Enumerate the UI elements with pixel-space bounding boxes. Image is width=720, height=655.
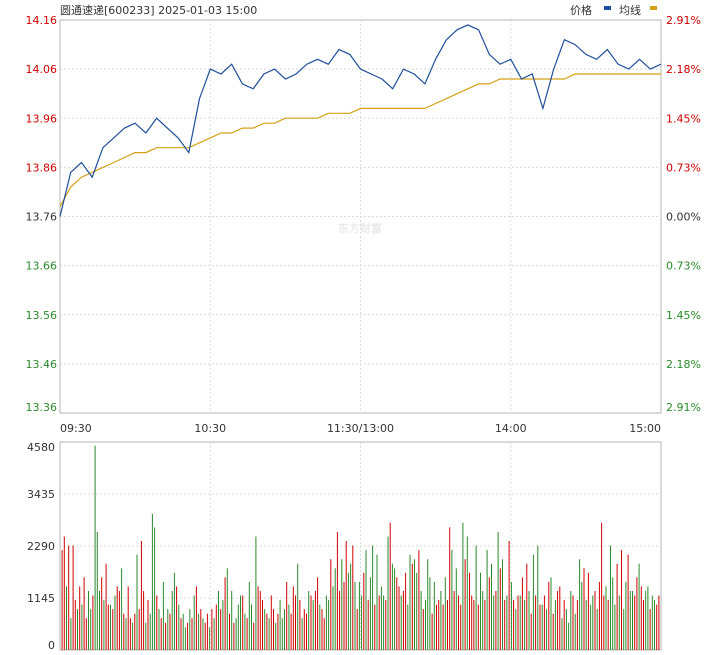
volume-panel-grid: [60, 442, 661, 650]
volume-bars: [61, 445, 660, 650]
pct-tick-label: 1.45%: [666, 309, 701, 322]
price-tick-label: 13.56: [26, 309, 58, 322]
pct-tick-label: 0.73%: [666, 260, 701, 273]
legend-price-swatch: [604, 6, 611, 10]
price-tick-label: 14.06: [26, 63, 58, 76]
pct-tick-label: 1.45%: [666, 112, 701, 125]
legend-avg-label: 均线: [619, 3, 641, 17]
price-y-axis: 14.16 14.06 13.96 13.86 13.76 13.66 13.56 13.46…: [26, 14, 58, 414]
price-tick-label: 13.66: [26, 260, 58, 273]
volume-tick-label: 2290: [27, 540, 55, 553]
watermark: 东方财富: [338, 221, 382, 235]
time-tick-label: 14:00: [495, 422, 527, 435]
pct-tick-label: 2.18%: [666, 63, 701, 76]
volume-tick-label: 4580: [27, 441, 55, 454]
volume-y-axis: 4580 3435 2290 1145 0: [27, 441, 55, 652]
price-tick-label: 13.46: [26, 358, 58, 371]
price-tick-label: 14.16: [26, 14, 58, 27]
price-tick-label: 13.96: [26, 112, 58, 125]
pct-tick-label: 0.73%: [666, 161, 701, 174]
price-panel-grid: [60, 20, 661, 413]
legend-price-label: 价格: [570, 3, 592, 17]
time-tick-label: 09:30: [60, 422, 92, 435]
avg-line-series: [59, 73, 661, 207]
chart-title: 圆通速递[600233] 2025-01-03 15:00: [60, 3, 257, 17]
legend-avg-swatch: [650, 6, 657, 10]
pct-y-axis: 2.91% 2.18% 1.45% 0.73% 0.00% 0.73% 1.45% 2.18%…: [666, 14, 701, 414]
time-x-axis: 09:30 10:30 11:30/13:00 14:00 15:00: [60, 422, 661, 435]
price-line: [59, 24, 662, 217]
time-tick-label: 11:30/13:00: [327, 422, 394, 435]
price-tick-label: 13.76: [26, 211, 58, 224]
price-tick-label: 13.36: [26, 401, 58, 414]
time-tick-label: 15:00: [629, 422, 661, 435]
pct-tick-label: 0.00%: [666, 211, 701, 224]
pct-tick-label: 2.91%: [666, 14, 701, 27]
pct-tick-label: 2.18%: [666, 358, 701, 371]
volume-tick-label: 0: [48, 639, 55, 652]
volume-tick-label: 1145: [27, 592, 55, 605]
price-tick-label: 13.86: [26, 161, 58, 174]
volume-tick-label: 3435: [27, 488, 55, 501]
pct-tick-label: 2.91%: [666, 401, 701, 414]
time-tick-label: 10:30: [194, 422, 226, 435]
price-line-series: [59, 24, 662, 217]
avg-line: [59, 73, 661, 207]
